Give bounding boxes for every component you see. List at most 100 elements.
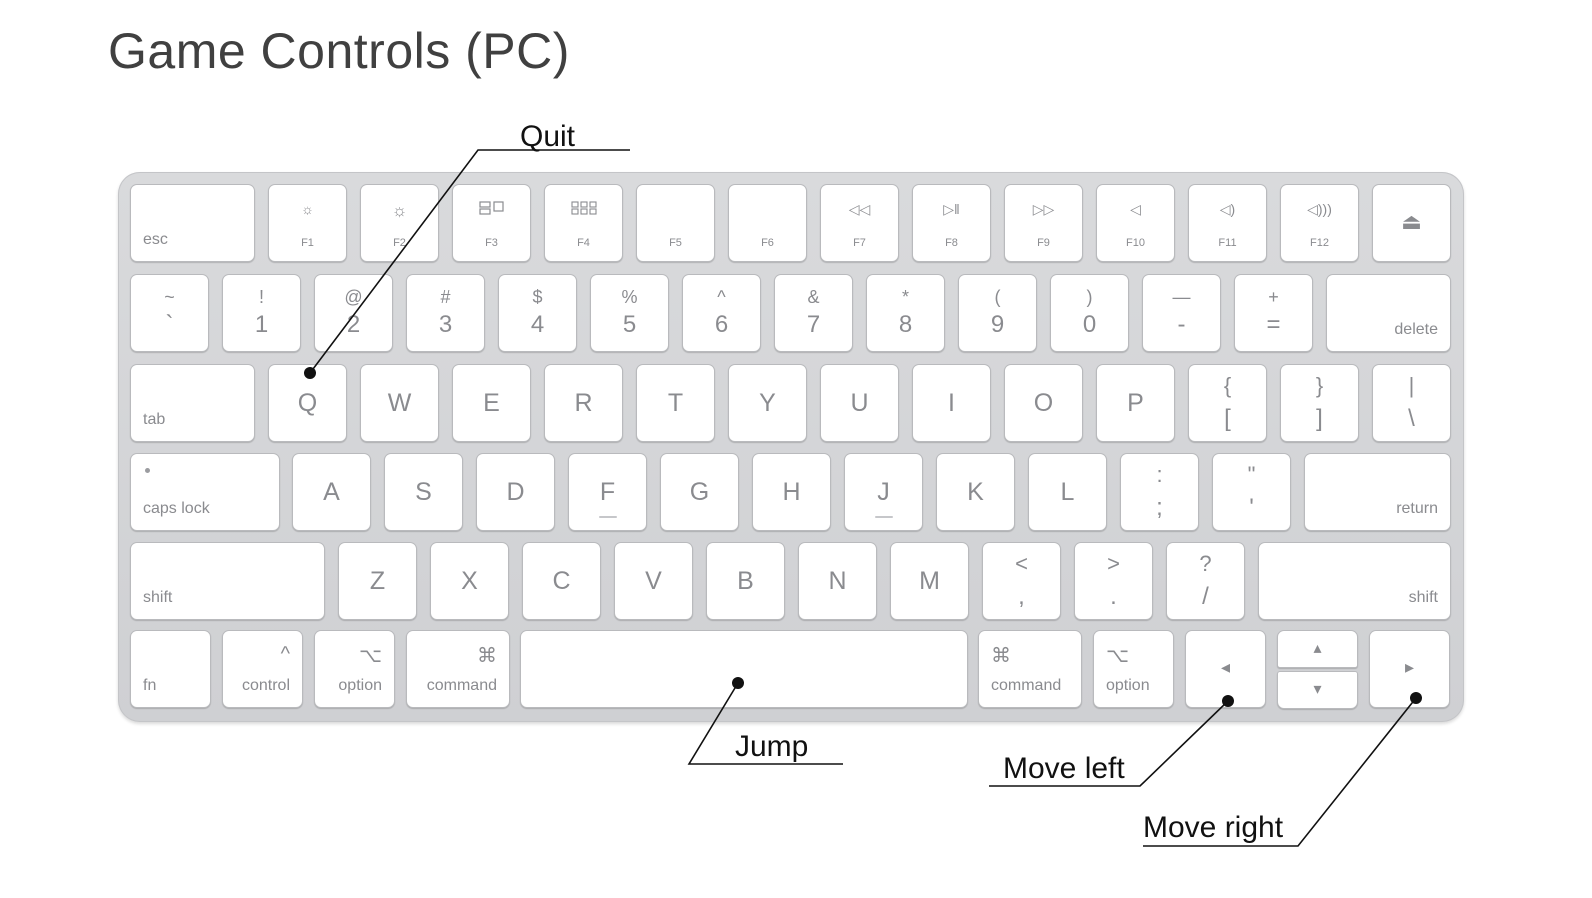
key-a[interactable]: A	[292, 453, 371, 531]
key-label: X	[461, 567, 478, 595]
key-semicolon[interactable]: : ;	[1120, 453, 1199, 531]
key-label: option	[1106, 677, 1150, 694]
key-label: F4	[577, 237, 590, 249]
key-shift-label: &	[807, 287, 820, 307]
callout-jump: Jump	[735, 730, 809, 763]
key-slash[interactable]: ? /	[1166, 542, 1245, 620]
key-arrow-down[interactable]: ▾	[1277, 671, 1358, 709]
key-v[interactable]: V	[614, 542, 693, 620]
key-f3[interactable]: F3	[452, 184, 531, 262]
key-f12[interactable]: ◁))) F12	[1280, 184, 1359, 262]
jump-leader-line	[687, 682, 843, 765]
key-backslash[interactable]: | \	[1372, 364, 1451, 442]
key-h[interactable]: H	[752, 453, 831, 531]
key-y[interactable]: Y	[728, 364, 807, 442]
key-equals[interactable]: + =	[1234, 274, 1313, 352]
key-b[interactable]: B	[706, 542, 785, 620]
key-f6[interactable]: F6	[728, 184, 807, 262]
key-i[interactable]: I	[912, 364, 991, 442]
page-title: Game Controls (PC)	[108, 23, 570, 79]
key-label: .	[1110, 583, 1117, 610]
key-g[interactable]: G	[660, 453, 739, 531]
key-1[interactable]: ! 1	[222, 274, 301, 352]
key-f8[interactable]: ▷‖ F8	[912, 184, 991, 262]
key-tab[interactable]: tab	[130, 364, 255, 442]
key-option-left[interactable]: ⌥ option	[314, 630, 395, 708]
key-s[interactable]: S	[384, 453, 463, 531]
key-fn[interactable]: fn	[130, 630, 211, 708]
key-3[interactable]: # 3	[406, 274, 485, 352]
key-shift-left[interactable]: shift	[130, 542, 325, 620]
key-tilde[interactable]: ~ `	[130, 274, 209, 352]
key-eject[interactable]: ⏏	[1372, 184, 1451, 262]
key-u[interactable]: U	[820, 364, 899, 442]
key-period[interactable]: > .	[1074, 542, 1153, 620]
key-9[interactable]: ( 9	[958, 274, 1037, 352]
key-f10[interactable]: ◁ F10	[1096, 184, 1175, 262]
key-label: \	[1408, 405, 1415, 432]
key-d[interactable]: D	[476, 453, 555, 531]
key-r[interactable]: R	[544, 364, 623, 442]
key-8[interactable]: * 8	[866, 274, 945, 352]
move-left-leader-line	[989, 700, 1229, 787]
key-p[interactable]: P	[1096, 364, 1175, 442]
key-t[interactable]: T	[636, 364, 715, 442]
move-right-leader-line	[1143, 697, 1417, 847]
key-j[interactable]: J	[844, 453, 923, 531]
key-label: F8	[945, 237, 958, 249]
key-label: F10	[1126, 237, 1145, 249]
key-4[interactable]: $ 4	[498, 274, 577, 352]
key-7[interactable]: & 7	[774, 274, 853, 352]
key-shift-label: :	[1156, 462, 1163, 487]
key-5[interactable]: % 5	[590, 274, 669, 352]
key-arrow-right[interactable]: ▸	[1369, 630, 1450, 708]
key-f5[interactable]: F5	[636, 184, 715, 262]
key-left-bracket[interactable]: { [	[1188, 364, 1267, 442]
key-z[interactable]: Z	[338, 542, 417, 620]
key-e[interactable]: E	[452, 364, 531, 442]
key-label: '	[1249, 494, 1254, 521]
key-f7[interactable]: ◁◁ F7	[820, 184, 899, 262]
key-quote[interactable]: " '	[1212, 453, 1291, 531]
key-caps-lock[interactable]: caps lock	[130, 453, 280, 531]
key-control-left[interactable]: ^ control	[222, 630, 303, 708]
key-label: -	[1177, 311, 1186, 338]
key-arrow-left[interactable]: ◂	[1185, 630, 1266, 708]
key-m[interactable]: M	[890, 542, 969, 620]
key-k[interactable]: K	[936, 453, 1015, 531]
key-f11[interactable]: ◁) F11	[1188, 184, 1267, 262]
key-delete[interactable]: delete	[1326, 274, 1451, 352]
key-f2[interactable]: ☼ F2	[360, 184, 439, 262]
key-6[interactable]: ^ 6	[682, 274, 761, 352]
key-command-right[interactable]: ⌘ command	[978, 630, 1082, 708]
key-f4[interactable]: F4	[544, 184, 623, 262]
key-shift-right[interactable]: shift	[1258, 542, 1451, 620]
key-x[interactable]: X	[430, 542, 509, 620]
key-option-right[interactable]: ⌥ option	[1093, 630, 1174, 708]
key-f1[interactable]: ☼ F1	[268, 184, 347, 262]
key-o[interactable]: O	[1004, 364, 1083, 442]
key-minus[interactable]: — -	[1142, 274, 1221, 352]
key-c[interactable]: C	[522, 542, 601, 620]
fast-forward-icon: ▷▷	[1032, 201, 1055, 217]
key-return[interactable]: return	[1304, 453, 1451, 531]
key-label: B	[737, 567, 754, 595]
key-f9[interactable]: ▷▷ F9	[1004, 184, 1083, 262]
key-arrow-up[interactable]: ▴	[1277, 630, 1358, 668]
key-label: 0	[1082, 311, 1097, 338]
key-command-left[interactable]: ⌘ command	[406, 630, 510, 708]
volume-down-icon: ◁)	[1219, 201, 1236, 217]
key-right-bracket[interactable]: } ]	[1280, 364, 1359, 442]
key-w[interactable]: W	[360, 364, 439, 442]
key-label: =	[1266, 311, 1281, 338]
key-comma[interactable]: < ,	[982, 542, 1061, 620]
launchpad-icon	[545, 201, 622, 218]
key-l[interactable]: L	[1028, 453, 1107, 531]
key-0[interactable]: ) 0	[1050, 274, 1129, 352]
key-f[interactable]: F	[568, 453, 647, 531]
mission-control-icon	[453, 201, 530, 218]
key-n[interactable]: N	[798, 542, 877, 620]
key-space[interactable]	[520, 630, 968, 708]
key-esc[interactable]: esc	[130, 184, 255, 262]
key-2[interactable]: @ 2	[314, 274, 393, 352]
